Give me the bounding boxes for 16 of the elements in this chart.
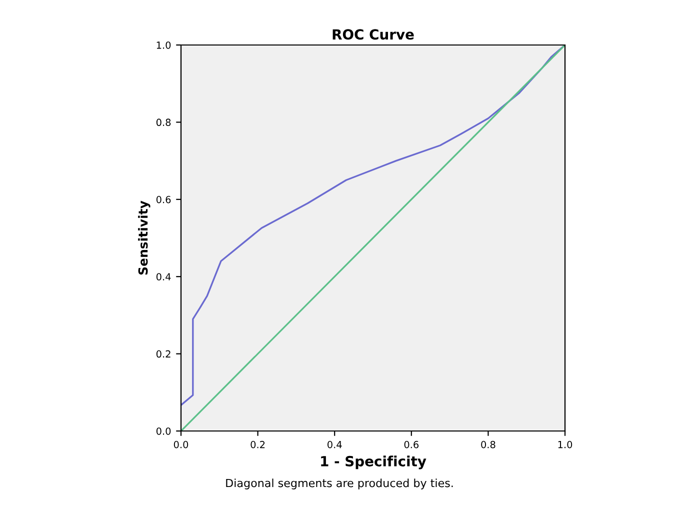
y-tick-label: 0.0 [156, 427, 171, 435]
x-axis-title: 1 - Specificity [321, 456, 426, 470]
x-tick-label: 0.4 [328, 440, 342, 448]
y-tick-label: 0.6 [156, 196, 171, 204]
text: Diagonal segments are produced by ties. [226, 478, 453, 490]
chart-title: ROC Curve [332, 29, 414, 40]
y-tick-label: 0.2 [156, 350, 170, 358]
x-tick-label: 0.2 [250, 440, 265, 448]
x-tick-label: 0.6 [404, 440, 419, 448]
x-tick-label: 1.0 [558, 440, 572, 448]
y-tick-label: 0.8 [156, 118, 171, 126]
y-tick-label: 0.4 [156, 273, 171, 280]
y-tick-label: 1.0 [156, 41, 171, 49]
y-axis-title: Sensitivity [138, 200, 150, 275]
x-tick-label: 0.8 [481, 440, 496, 448]
x-tick-label: 0.0 [174, 440, 188, 448]
